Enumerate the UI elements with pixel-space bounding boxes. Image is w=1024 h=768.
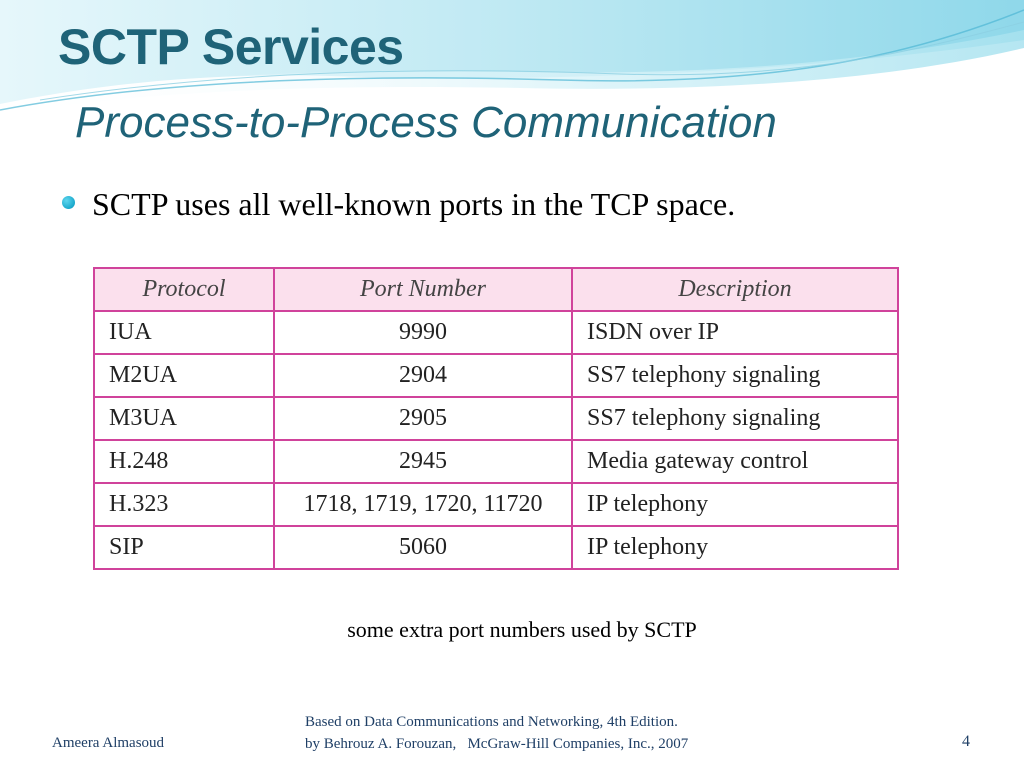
cell-protocol: M3UA <box>93 396 275 441</box>
bullet-dot-icon <box>62 196 75 209</box>
cell-description: IP telephony <box>571 525 899 570</box>
cell-port-number: 2905 <box>273 396 573 441</box>
table-caption: some extra port numbers used by SCTP <box>347 617 697 642</box>
cell-protocol: M2UA <box>93 353 275 398</box>
header-protocol: Protocol <box>93 267 275 312</box>
cell-port-number: 2904 <box>273 353 573 398</box>
port-numbers-table: Protocol Port Number Description IUA 999… <box>93 267 899 570</box>
cell-port-number: 9990 <box>273 310 573 355</box>
cell-description: IP telephony <box>571 482 899 527</box>
slide-subtitle: Process-to-Process Communication <box>75 98 777 147</box>
table-row: IUA 9990 ISDN over IP <box>93 310 899 355</box>
header-swoosh-decoration <box>0 0 1024 116</box>
cell-port-number: 5060 <box>273 525 573 570</box>
footer-author: Ameera Almasoud <box>52 735 165 751</box>
footer-source-line-2: by Behrouz A. Forouzan, McGraw-Hill Comp… <box>305 736 689 752</box>
table-row: SIP 5060 IP telephony <box>93 525 899 570</box>
table-row: M2UA 2904 SS7 telephony signaling <box>93 353 899 398</box>
table-header-row: Protocol Port Number Description <box>93 267 899 312</box>
table-row: M3UA 2905 SS7 telephony signaling <box>93 396 899 441</box>
cell-protocol: H.248 <box>93 439 275 484</box>
cell-description: Media gateway control <box>571 439 899 484</box>
footer-source: Based on Data Communications and Network… <box>305 711 775 755</box>
slide-title: SCTP Services <box>58 19 404 75</box>
footer-source-line-1: Based on Data Communications and Network… <box>305 714 678 730</box>
cell-protocol: IUA <box>93 310 275 355</box>
cell-description: ISDN over IP <box>571 310 899 355</box>
table-row: H.248 2945 Media gateway control <box>93 439 899 484</box>
bullet-text: SCTP uses all well-known ports in the TC… <box>92 186 736 222</box>
table-row: H.323 1718, 1719, 1720, 11720 IP telepho… <box>93 482 899 527</box>
header-port-number: Port Number <box>273 267 573 312</box>
cell-port-number: 1718, 1719, 1720, 11720 <box>273 482 573 527</box>
header-description: Description <box>571 267 899 312</box>
cell-description: SS7 telephony signaling <box>571 396 899 441</box>
cell-port-number: 2945 <box>273 439 573 484</box>
cell-description: SS7 telephony signaling <box>571 353 899 398</box>
cell-protocol: H.323 <box>93 482 275 527</box>
cell-protocol: SIP <box>93 525 275 570</box>
footer-page-number: 4 <box>962 733 970 750</box>
bullet-item: SCTP uses all well-known ports in the TC… <box>62 182 735 226</box>
